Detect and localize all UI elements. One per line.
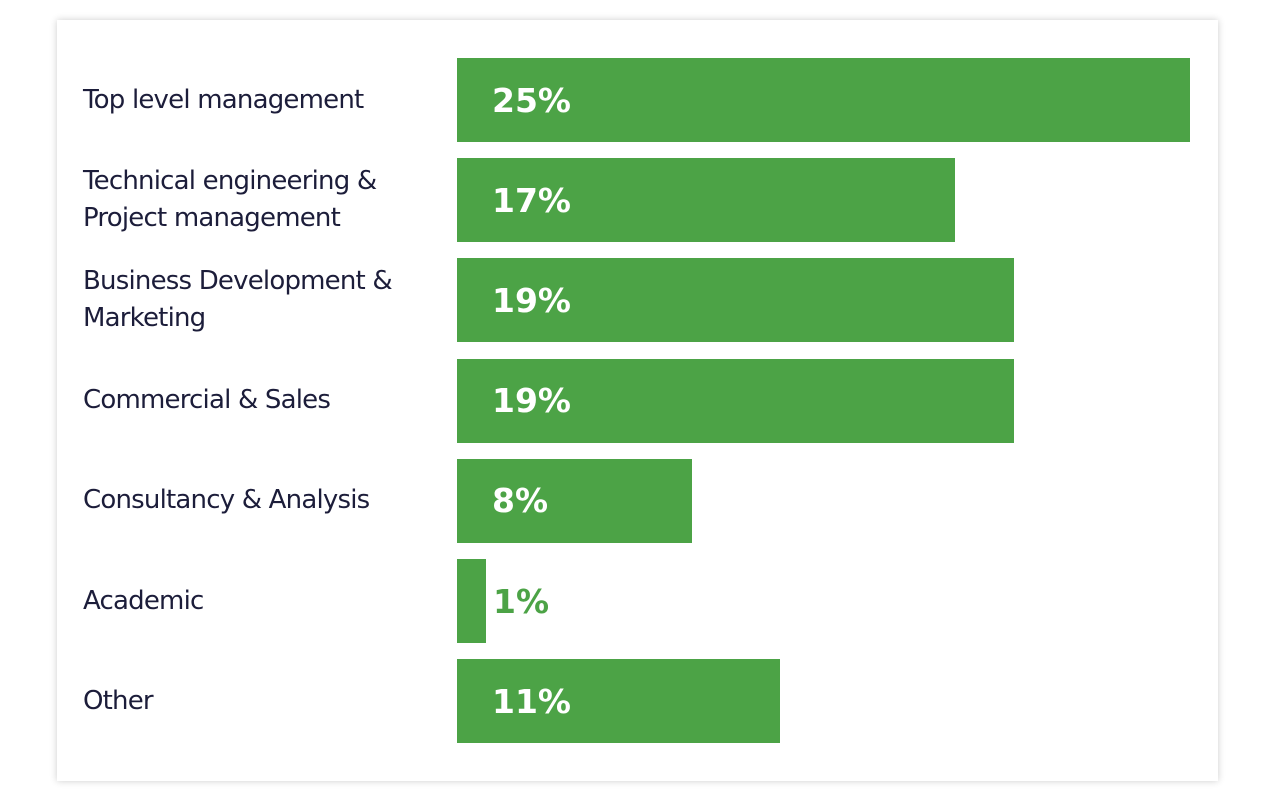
category-label: Consultancy & Analysis [83, 485, 370, 516]
value-label: 11% [492, 681, 571, 721]
bar-row: Business Development & Marketing 19% [57, 258, 1218, 343]
bar-row: Technical engineering & Project manageme… [57, 158, 1218, 243]
value-label: 1% [493, 581, 550, 621]
bar-row: Consultancy & Analysis 8% [57, 458, 1218, 543]
category-label: Commercial & Sales [83, 385, 331, 416]
bar [457, 458, 692, 543]
bar [457, 258, 1014, 343]
category-label: Other [83, 685, 154, 716]
chart-card: Top level management 25% Technical enginee… [57, 20, 1218, 781]
bar [457, 358, 1014, 443]
bar-row: Other 11% [57, 659, 1218, 744]
category-label: Technical engineering & Project manageme… [83, 166, 377, 234]
value-label: 25% [492, 80, 571, 120]
value-label: 17% [492, 180, 571, 220]
bar-row: Commercial & Sales 19% [57, 358, 1218, 443]
category-label: Academic [83, 585, 204, 616]
value-label: 19% [492, 280, 571, 320]
category-label: Business Development & Marketing [83, 266, 393, 334]
bar [457, 158, 955, 243]
bar-row: Top level management 25% [57, 58, 1218, 142]
bar [457, 659, 780, 744]
bar [457, 58, 1190, 142]
bar [457, 559, 486, 643]
value-label: 19% [492, 381, 571, 421]
bar-row: Academic 1% [57, 559, 1218, 643]
category-label: Top level management [83, 84, 364, 115]
value-label: 8% [492, 481, 549, 521]
